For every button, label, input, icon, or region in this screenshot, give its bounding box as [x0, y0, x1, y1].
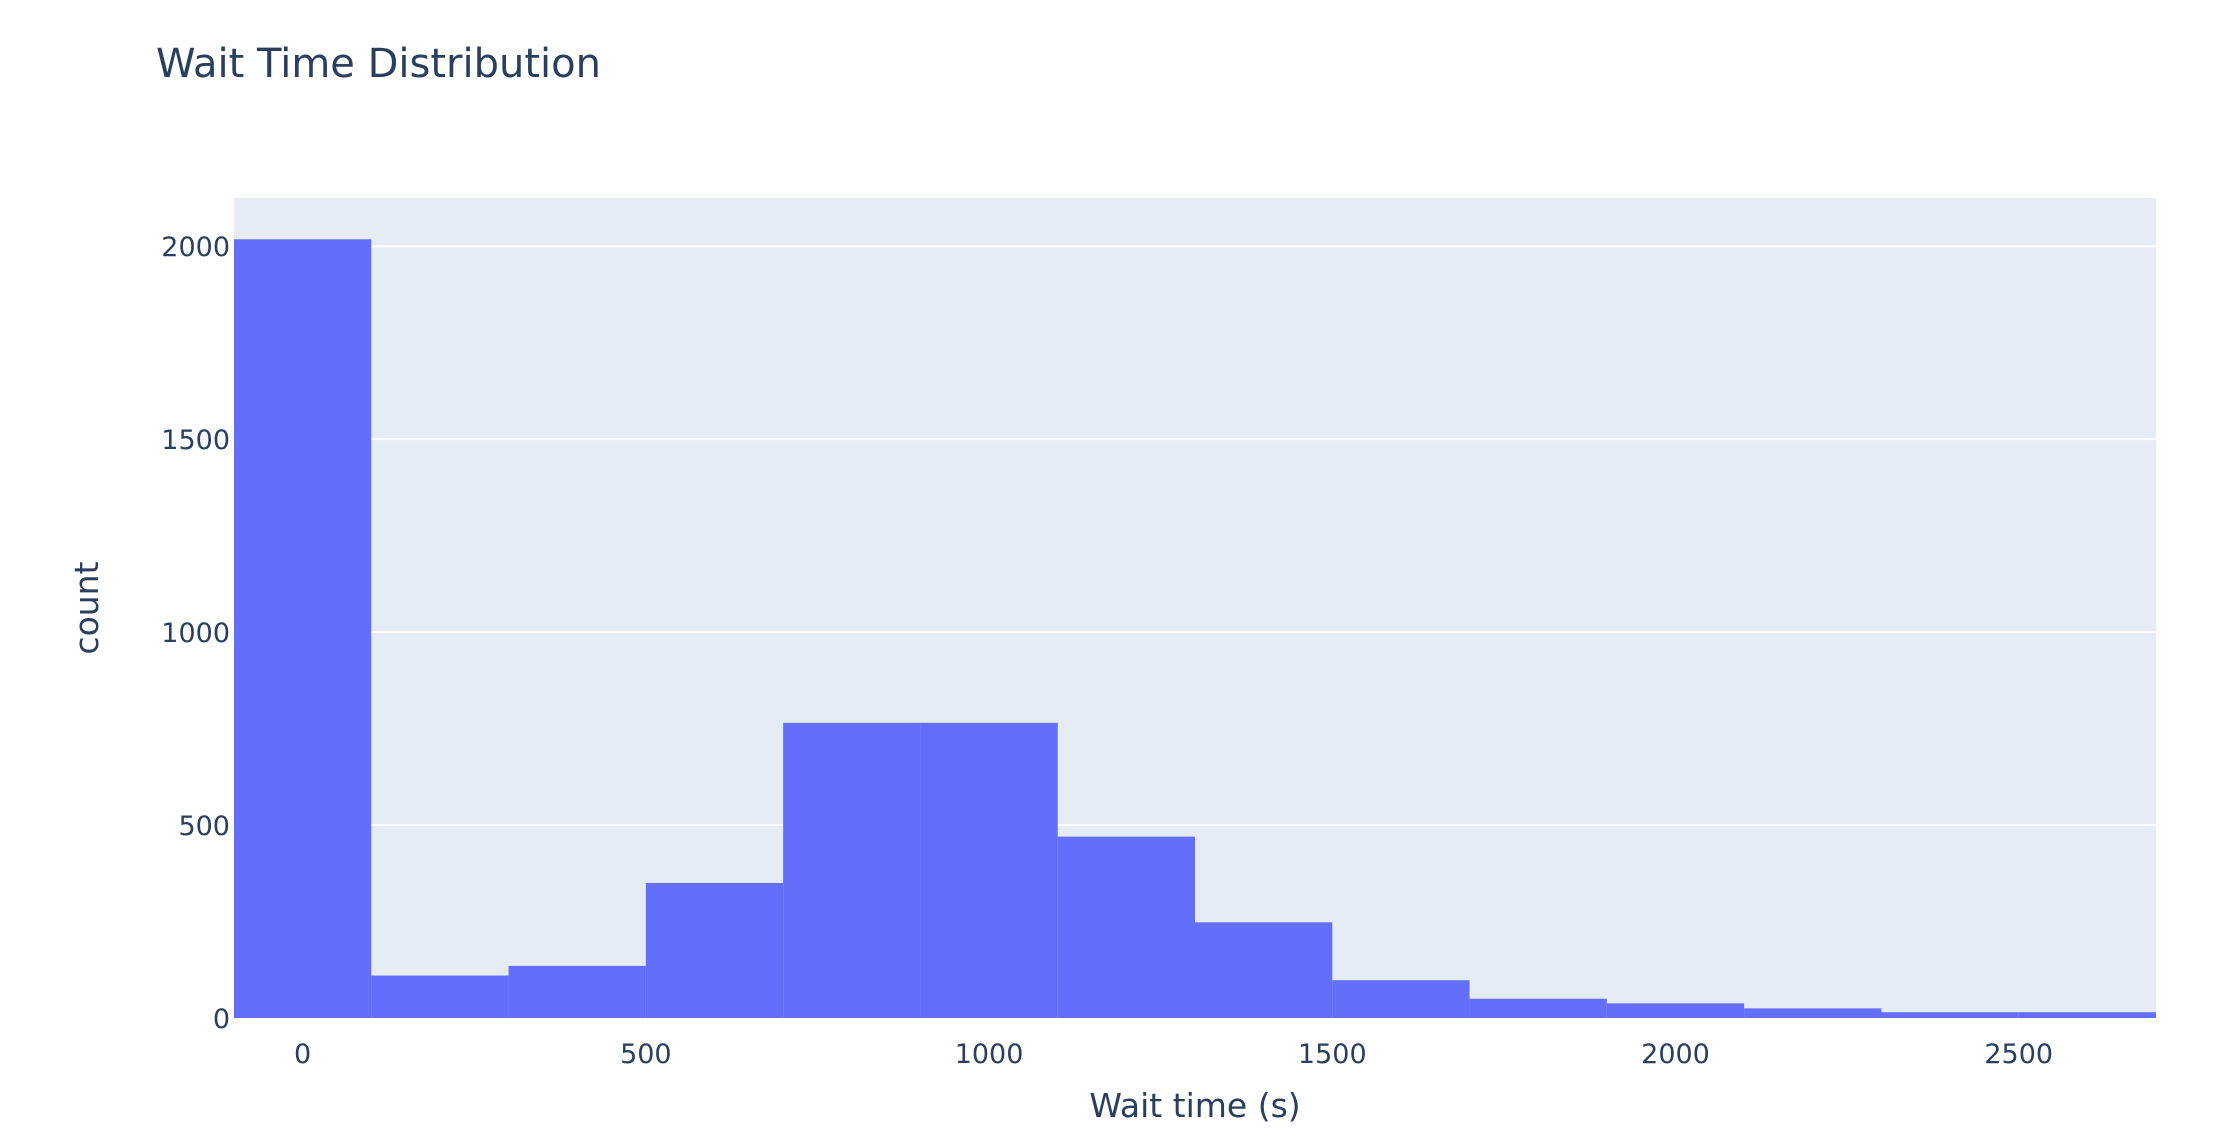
y-tick-label: 500	[178, 811, 230, 842]
histogram-bar	[1469, 998, 1607, 1018]
x-tick-label: 1500	[1298, 1039, 1367, 1070]
histogram-bar	[1195, 922, 1333, 1018]
y-tick-label: 0	[213, 1004, 230, 1035]
y-tick-label: 1500	[161, 425, 230, 456]
histogram-bar	[371, 975, 509, 1018]
histogram-bar	[1332, 980, 1470, 1018]
histogram-bar	[1881, 1012, 2019, 1018]
histogram-bar	[1744, 1008, 1882, 1018]
histogram-bar	[508, 965, 646, 1018]
histogram-bar	[1606, 1003, 1745, 1018]
x-axis-title: Wait time (s)	[1089, 1086, 1300, 1125]
y-axis-title: count	[67, 561, 106, 654]
x-tick-label: 500	[620, 1039, 672, 1070]
histogram-bar	[2018, 1012, 2156, 1018]
chart-title: Wait Time Distribution	[156, 41, 601, 87]
histogram-bars	[234, 239, 2156, 1018]
histogram-bar	[1057, 836, 1195, 1018]
x-tick-label: 2500	[1984, 1039, 2053, 1070]
y-tick-label: 2000	[161, 232, 230, 263]
x-tick-label: 0	[294, 1039, 311, 1070]
y-axis-ticks: 0 500 1000 1500 2000	[161, 232, 230, 1035]
y-tick-label: 1000	[161, 618, 230, 649]
gridlines	[234, 245, 2156, 827]
x-axis-ticks: 0 500 1000 1500 2000 2500	[294, 1039, 2053, 1070]
histogram-bar	[645, 882, 784, 1018]
histogram-bar	[783, 722, 921, 1018]
histogram-bar	[234, 239, 372, 1018]
x-tick-label: 1000	[955, 1039, 1024, 1070]
histogram-bar	[920, 722, 1058, 1018]
x-tick-label: 2000	[1641, 1039, 1710, 1070]
